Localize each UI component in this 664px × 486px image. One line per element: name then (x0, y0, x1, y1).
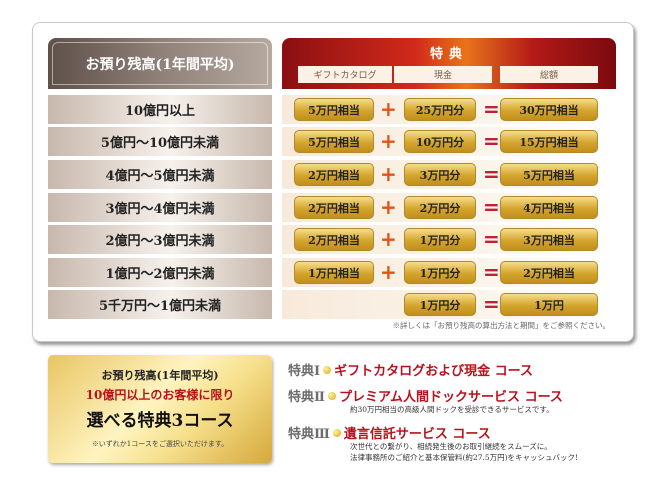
course-name: 遺言信託サービス コース (343, 427, 491, 442)
plus-icon: + (380, 97, 397, 121)
table-note: ※詳しくは「お預り残高の算出方法と期間」をご参照ください。 (392, 321, 611, 330)
equals-icon: = (483, 195, 500, 219)
course-1: 特典Ⅰ ギフトカタログおよび現金 コース (288, 360, 533, 379)
course-2: 特典Ⅱ プレミアム人間ドックサービス コース (288, 386, 563, 405)
subheader-cash: 現金 (394, 66, 492, 83)
gift-value: 5万円相当 (294, 130, 374, 153)
benefit-row: 2万円相当 +1万円分 = 3万円相当 (282, 225, 616, 254)
cash-value: 3万円分 (404, 163, 476, 186)
cash-value: 1万円分 (404, 261, 476, 284)
course-label: 特典Ⅰ (288, 364, 321, 379)
promo-line-2: 10億円以上のお客様に限り (85, 388, 235, 402)
plus-icon: + (380, 227, 397, 251)
equals-icon: = (483, 97, 500, 121)
balance-label: 1億円～2億円未満 (105, 267, 215, 282)
equals-icon: = (483, 227, 500, 251)
course-name: ギフトカタログおよび現金 コース (334, 364, 533, 379)
equals-icon: = (483, 260, 500, 284)
gift-value: 1万円相当 (294, 261, 374, 284)
benefit-row: 5万円相当 +25万円分 = 30万円相当 (282, 95, 616, 124)
balance-tier: 5千万円～1億円未満 (48, 290, 272, 319)
cash-value: 1万円分 (404, 228, 476, 251)
benefits-column-header: 特典 ギフトカタログ 現金 総額 (282, 38, 616, 89)
plus-icon: + (380, 162, 397, 186)
course-2-desc: 約30万円相当の高級人間ドックを受診できるサービスです。 (350, 405, 554, 414)
plus-icon: + (380, 129, 397, 153)
balance-label: 10億円以上 (124, 104, 196, 119)
course-3: 特典Ⅲ 遺言信託サービス コース (288, 423, 491, 442)
course-3-desc-1: 次世代との繋がり、相続発生後のお取引継続をスムーズに。 (350, 442, 552, 451)
cash-value: 25万円分 (404, 98, 476, 121)
equals-icon: = (483, 162, 500, 186)
bullet-icon (323, 366, 332, 374)
balance-tier: 3億円～4億円未満 (48, 193, 272, 222)
balance-tier: 4億円～5億円未満 (48, 160, 272, 189)
course-3-desc-2: 法律事務所のご紹介と基本保管料(約27.5万円)をキャッシュバック! (350, 453, 579, 462)
gift-value: 2万円相当 (294, 196, 374, 219)
bullet-icon (332, 429, 341, 437)
course-label: 特典Ⅱ (288, 390, 325, 405)
gift-value: 5万円相当 (294, 98, 374, 121)
plus-icon: + (380, 195, 397, 219)
cash-value: 1万円分 (404, 293, 476, 316)
benefit-row: 1万円分 = 1万円 (282, 290, 616, 319)
balance-tier: 10億円以上 (48, 95, 272, 124)
balance-label: 2億円～3億円未満 (105, 234, 215, 249)
total-value: 1万円 (500, 293, 598, 316)
cash-value: 2万円分 (404, 196, 476, 219)
promo-line-1: お預り残高(1年間平均) (101, 369, 219, 382)
equals-icon: = (483, 292, 500, 316)
balance-tier: 2億円～3億円未満 (48, 225, 272, 254)
promo-box: お預り残高(1年間平均) 10億円以上のお客様に限り 選べる特典3コース ※いず… (48, 355, 272, 463)
balance-label: 3億円～4億円未満 (105, 202, 215, 217)
subheader-gift: ギフトカタログ (298, 66, 392, 83)
promo-line-3: 選べる特典3コース (86, 411, 234, 431)
gift-value: 2万円相当 (294, 163, 374, 186)
balance-header-label: お預り残高(1年間平均) (85, 56, 235, 73)
promo-line-4: ※いずれか1コースをご選択いただけます。 (91, 440, 229, 448)
total-value: 4万円相当 (500, 196, 598, 219)
balance-label: 4億円～5億円未満 (105, 169, 215, 184)
equals-icon: = (483, 129, 500, 153)
gift-value: 2万円相当 (294, 228, 374, 251)
total-value: 5万円相当 (500, 163, 598, 186)
course-label: 特典Ⅲ (288, 427, 330, 442)
cash-value: 10万円分 (404, 130, 476, 153)
subheader-total: 総額 (500, 66, 598, 83)
total-value: 3万円相当 (500, 228, 598, 251)
total-value: 15万円相当 (500, 130, 598, 153)
balance-column-header: お預り残高(1年間平均) (48, 38, 272, 89)
benefit-row: 1万円相当 +1万円分 = 2万円相当 (282, 258, 616, 287)
balance-tier: 5億円～10億円未満 (48, 127, 272, 156)
benefits-header-label: 特典 (429, 47, 468, 62)
bullet-icon (327, 392, 336, 400)
total-value: 2万円相当 (500, 261, 598, 284)
total-value: 30万円相当 (500, 98, 598, 121)
balance-label: 5千万円～1億円未満 (98, 299, 222, 314)
benefit-row: 2万円相当 +3万円分 = 5万円相当 (282, 160, 616, 189)
plus-icon: + (380, 260, 397, 284)
balance-tier: 1億円～2億円未満 (48, 258, 272, 287)
course-name: プレミアム人間ドックサービス コース (338, 390, 563, 405)
benefit-row: 2万円相当 +2万円分 = 4万円相当 (282, 193, 616, 222)
balance-label: 5億円～10億円未満 (100, 136, 220, 151)
benefit-row: 5万円相当 +10万円分 = 15万円相当 (282, 127, 616, 156)
